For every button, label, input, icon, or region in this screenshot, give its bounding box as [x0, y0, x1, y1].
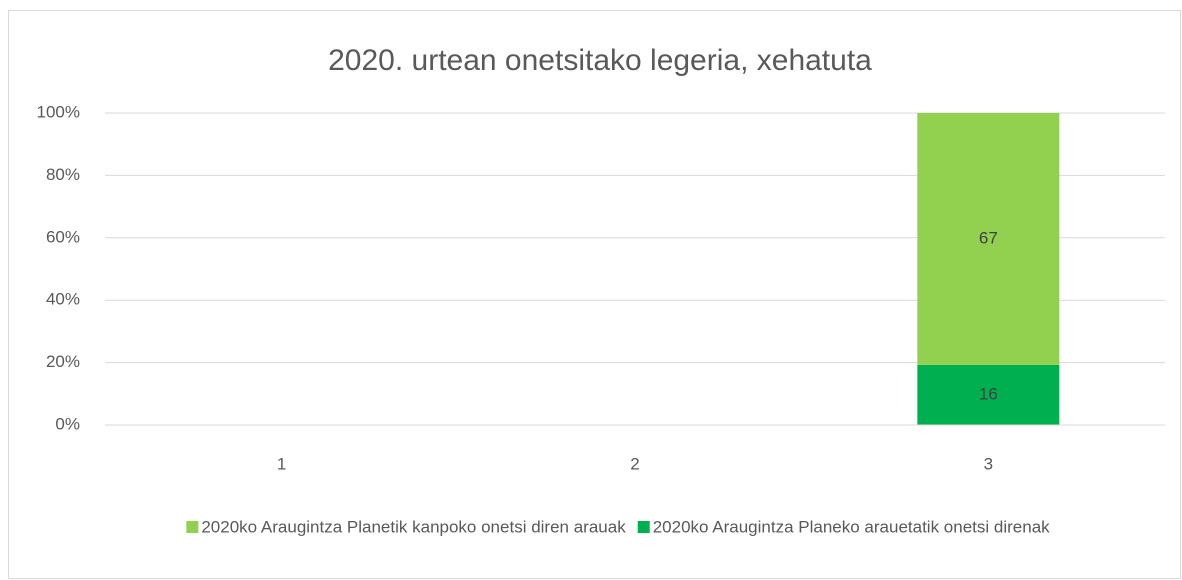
- y-tick-label: 60%: [46, 227, 80, 246]
- x-tick-label: 1: [277, 454, 286, 473]
- y-tick-label: 0%: [55, 414, 80, 433]
- legend-label: 2020ko Araugintza Planetik kanpoko onets…: [201, 517, 626, 536]
- legend-swatch: [186, 521, 199, 533]
- chart-title: 2020. urtean onetsitako legeria, xehatut…: [328, 44, 872, 77]
- data-label: 67: [979, 228, 998, 247]
- y-tick-label: 40%: [46, 290, 80, 309]
- x-tick-label: 2: [630, 454, 639, 473]
- legend: 2020ko Araugintza Planetik kanpoko onets…: [186, 517, 1050, 536]
- legend-label: 2020ko Araugintza Planeko arauetatik one…: [653, 517, 1050, 536]
- bar-segment: [917, 113, 1060, 365]
- data-label: 16: [979, 384, 998, 403]
- legend-swatch: [637, 521, 650, 533]
- y-tick-label: 20%: [46, 352, 80, 371]
- y-tick-label: 100%: [37, 102, 80, 121]
- bar-segment: [917, 364, 1060, 425]
- y-tick-label: 80%: [46, 165, 80, 184]
- x-tick-label: 3: [984, 454, 993, 473]
